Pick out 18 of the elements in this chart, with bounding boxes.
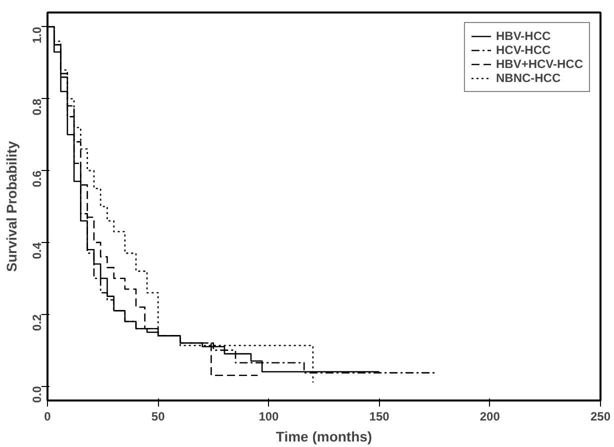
x-tick-label: 250 — [590, 410, 611, 424]
y-tick-label: 0.8 — [30, 98, 44, 116]
y-axis-title: Survival Probability — [4, 140, 20, 272]
y-tick-label: 0.6 — [30, 170, 44, 188]
legend-label: HBV+HCV-HCC — [496, 57, 583, 71]
x-axis-title: Time (months) — [276, 428, 372, 444]
legend-label: NBNC-HCC — [496, 71, 561, 85]
x-tick-label: 150 — [369, 410, 390, 424]
x-tick-label: 200 — [480, 410, 500, 424]
y-tick-label: 0.0 — [30, 386, 44, 403]
legend-label: HBV-HCC — [496, 29, 551, 43]
legend-label: HCV-HCC — [496, 43, 551, 57]
x-tick-label: 50 — [151, 410, 166, 424]
y-tick-label: 1.0 — [30, 26, 44, 44]
x-tick-label: 0 — [44, 410, 52, 424]
x-tick-label: 100 — [258, 410, 280, 424]
y-tick-label: 0.2 — [30, 314, 44, 331]
y-tick-label: 0.4 — [30, 242, 44, 260]
